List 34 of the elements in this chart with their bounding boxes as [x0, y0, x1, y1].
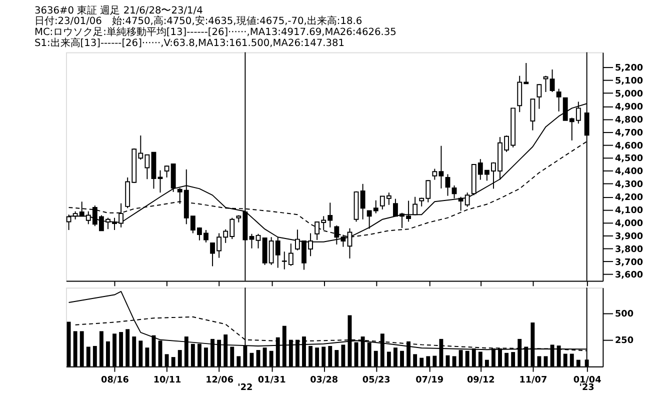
y-tick-label: 4,400	[614, 167, 644, 178]
x-tick-label: 10/11	[153, 376, 182, 386]
x-tick-label: 12/06	[206, 376, 234, 386]
y-tick-label: 4,900	[614, 102, 644, 112]
y-tick-label: 4,000	[614, 218, 644, 229]
y-tick-label: 3,900	[614, 232, 644, 242]
x-tick-label: 09/12	[466, 376, 495, 386]
y-tick-label: 3,600	[614, 270, 644, 281]
y-tick-label: 3,800	[614, 244, 644, 255]
y-tick-label: 4,800	[614, 115, 644, 126]
text: S1:出来高[13]------[26]······,V:63.8,MA13:161.500,MA26:147.381	[34, 36, 344, 49]
y-tick-label: 4,200	[614, 193, 644, 204]
x-tick-label: 07/19	[416, 376, 444, 386]
x-tick-label: 08/16	[101, 376, 129, 386]
ref-line-label: '23	[579, 383, 594, 394]
y-tick-label: 4,700	[614, 128, 644, 138]
y-tick-label: 5,000	[614, 89, 644, 100]
chart-subtitle: 日付:23/01/06 始:4750,高:4750,安:4635,現値:4675,-70,出来高:18.6	[34, 15, 362, 28]
x-tick-label: 05/23	[362, 376, 390, 386]
y-tick-label: 4,500	[614, 154, 644, 164]
x-tick-label: 01/31	[258, 376, 286, 386]
y-tick-label: 4,100	[614, 206, 644, 216]
y-tick-label: 500	[614, 310, 634, 320]
text: MC:ロウソク足:単純移動平均[13]------[26]······,MA13:4917.69,MA26:4626.35	[34, 26, 396, 38]
chart-title: 3636#0 東証 週足 21/6/28〜23/1/4	[34, 4, 203, 16]
y-tick-label: 4,300	[614, 180, 644, 190]
y-tick-label: 4,600	[614, 141, 644, 152]
y-tick-label: 250	[614, 336, 634, 346]
ref-line-label: '22	[238, 383, 253, 394]
y-tick-label: 3,700	[614, 258, 644, 268]
y-tick-label: 5,100	[614, 76, 644, 87]
x-tick-label: 03/28	[310, 376, 338, 386]
y-tick-label: 5,200	[614, 64, 644, 74]
x-tick-label: 11/07	[519, 376, 548, 386]
